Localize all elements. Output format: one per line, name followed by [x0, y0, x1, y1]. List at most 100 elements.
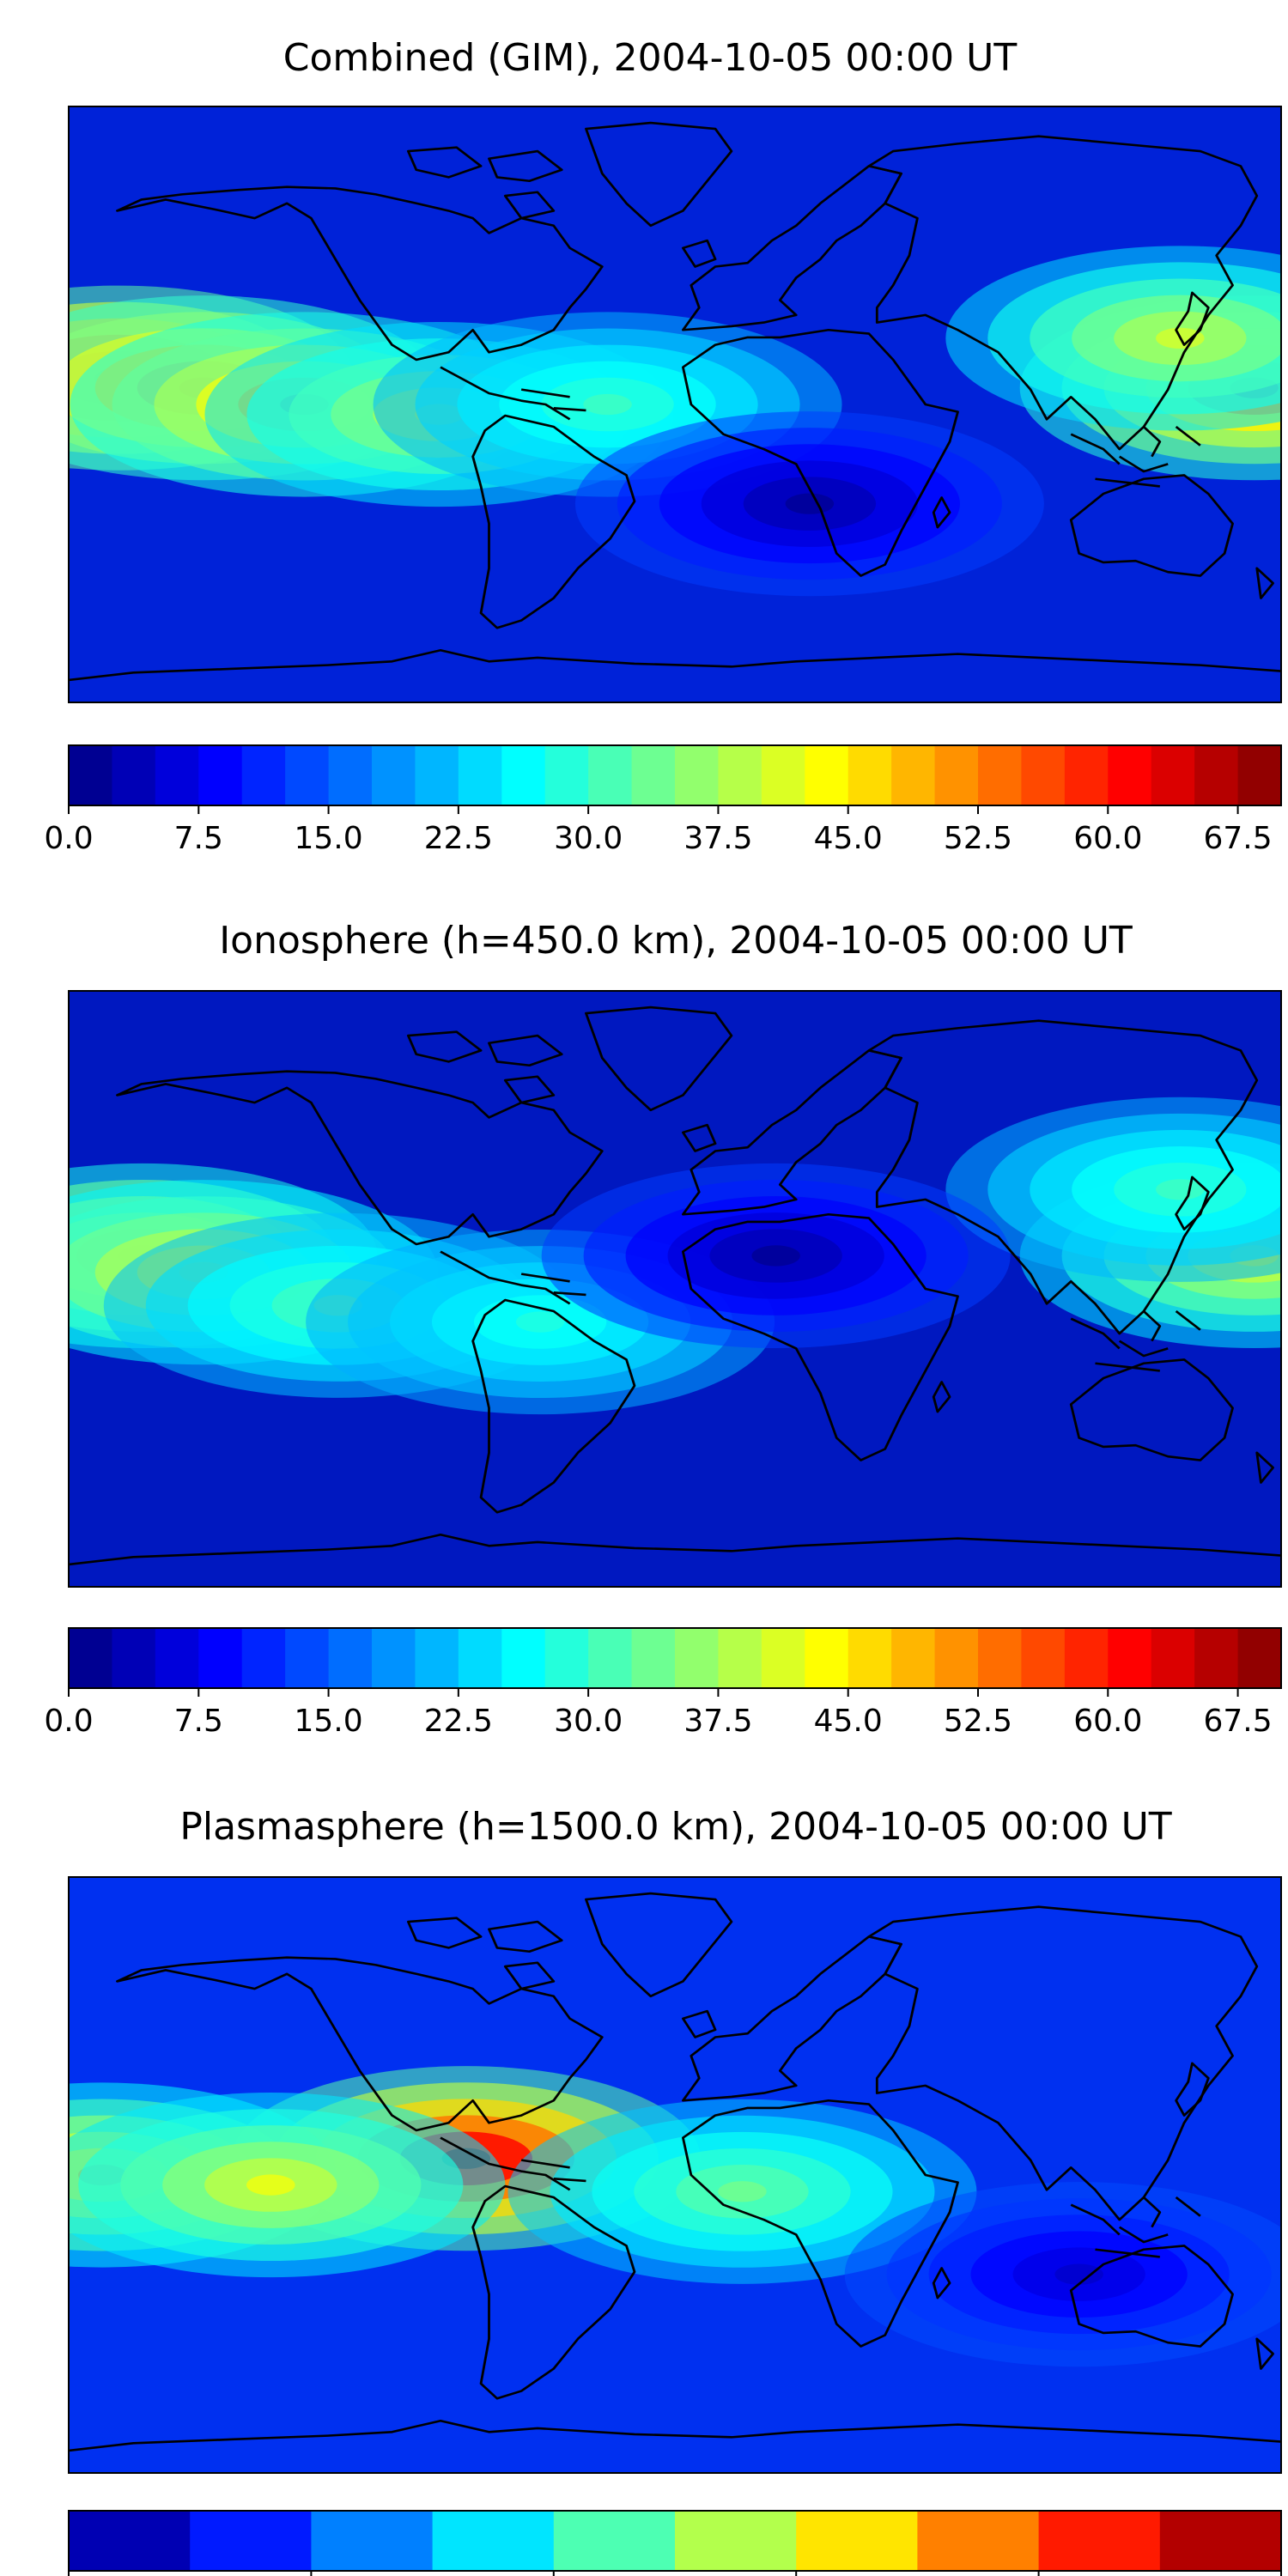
colorbar-segment: [285, 1628, 330, 1688]
colorbar-tick-label: 22.5: [424, 1704, 493, 1739]
tec-contour: [1054, 2263, 1103, 2285]
colorbar-segment: [458, 1628, 502, 1688]
colorbar-tick-label: 15.0: [294, 1704, 362, 1739]
colorbar-tick-label: 52.5: [944, 821, 1012, 856]
colorbar-tick-label: 45.0: [814, 821, 883, 856]
colorbar-segment: [198, 1628, 243, 1688]
colorbar-segment: [311, 2511, 434, 2571]
colorbar-segment: [328, 1628, 373, 1688]
colorbar-segment: [372, 745, 416, 805]
colorbar-segment: [718, 745, 762, 805]
colorbar-segment: [1194, 745, 1239, 805]
colorbar-segment: [1021, 745, 1066, 805]
colorbar-segment: [285, 745, 330, 805]
colorbar-segment: [553, 2511, 676, 2571]
colorbar-segment: [805, 1628, 849, 1688]
colorbar-tick-label: 30.0: [554, 821, 623, 856]
chart-title-plasmasphere: Plasmasphere (h=1500.0 km), 2004-10-05 0…: [179, 1805, 1171, 1849]
colorbar-segment: [1064, 745, 1109, 805]
colorbar-segment: [241, 745, 286, 805]
colorbar-segment: [675, 2511, 797, 2571]
colorbar-tick-label: 60.0: [1073, 821, 1142, 856]
colorbar-segment: [978, 745, 1023, 805]
colorbar-tick-label: 0.0: [44, 821, 93, 856]
colorbar-segment: [675, 1628, 720, 1688]
colorbar-segment: [1108, 1628, 1152, 1688]
colorbar-segment: [718, 1628, 762, 1688]
colorbar-segment: [796, 2511, 918, 2571]
colorbar-ionosphere: [68, 1627, 1282, 1689]
colorbar-tick-label: 30.0: [554, 1704, 623, 1739]
colorbar-segment: [372, 1628, 416, 1688]
colorbar-segment: [1151, 1628, 1195, 1688]
colorbar-segment: [1021, 1628, 1066, 1688]
colorbar-segment: [891, 745, 936, 805]
colorbar-segment: [69, 745, 113, 805]
colorbar-segment: [544, 1628, 589, 1688]
colorbar-segment: [69, 1628, 113, 1688]
colorbar-segment: [891, 1628, 936, 1688]
colorbar-segment: [415, 745, 459, 805]
colorbar-segment: [917, 2511, 1040, 2571]
colorbar-ticks-plasmasphere: 0510152025: [68, 2571, 1282, 2576]
colorbar-tick-label: 15.0: [294, 821, 362, 856]
map-combined: [69, 106, 1281, 702]
colorbar-tick-label: 67.5: [1203, 821, 1272, 856]
colorbar-tick-label: 52.5: [944, 1704, 1012, 1739]
colorbar-tick-label: 60.0: [1073, 1704, 1142, 1739]
colorbar-segment: [1151, 745, 1195, 805]
colorbar-segment: [190, 2511, 312, 2571]
colorbar-segment: [1064, 1628, 1109, 1688]
map-ionosphere: [69, 991, 1281, 1587]
colorbar-segment: [805, 745, 849, 805]
colorbar-segment: [415, 1628, 459, 1688]
tec-contour: [718, 2181, 767, 2202]
colorbar-segment: [761, 745, 805, 805]
tec-contour: [583, 393, 632, 416]
colorbar-segment: [458, 745, 502, 805]
colorbar-segment: [1194, 1628, 1239, 1688]
colorbar-segment: [1159, 2511, 1282, 2571]
chart-title-combined: Combined (GIM), 2004-10-05 00:00 UT: [283, 36, 1018, 80]
colorbar-tick-label: 22.5: [424, 821, 493, 856]
map-frame-plasmasphere: [68, 1876, 1282, 2474]
colorbar-segment: [588, 1628, 633, 1688]
colorbar-segment: [631, 745, 676, 805]
tec-contour: [785, 493, 835, 514]
panel-ionosphere: Ionosphere (h=450.0 km), 2004-10-05 00:0…: [44, 919, 1282, 1739]
panel-combined: Combined (GIM), 2004-10-05 00:00 UT 0.0 7…: [44, 36, 1282, 856]
colorbar-segment: [1108, 745, 1152, 805]
colorbar-segment: [69, 2511, 191, 2571]
colorbar-tick-label: 7.5: [174, 1704, 223, 1739]
colorbar-segment: [112, 1628, 156, 1688]
colorbar-tick-label: 7.5: [174, 821, 223, 856]
colorbar-segment: [978, 1628, 1023, 1688]
colorbar-segment: [112, 745, 156, 805]
colorbar-segment: [501, 1628, 546, 1688]
colorbar-segment: [1237, 745, 1282, 805]
colorbar-segment: [328, 745, 373, 805]
colorbar-tick-label: 45.0: [814, 1704, 883, 1739]
colorbar-ticks-ionosphere: 0.0 7.5 15.0 22.5 30.0 37.5 45.0 52.5 60.0 67.5: [44, 1688, 1273, 1739]
colorbar-plasmasphere: [68, 2510, 1282, 2572]
colorbar-segment: [198, 745, 243, 805]
colorbar-tick-label: 0.0: [44, 1704, 93, 1739]
colorbar-segment: [155, 745, 199, 805]
map-frame-ionosphere: [68, 990, 1282, 1588]
colorbar-segment: [155, 1628, 199, 1688]
map-frame-combined: [68, 106, 1282, 703]
tec-contour: [246, 2174, 295, 2196]
colorbar-tick-label: 37.5: [683, 1704, 752, 1739]
colorbar-segment: [848, 745, 892, 805]
colorbar-frame: [68, 1627, 1282, 1689]
colorbar-frame: [68, 744, 1282, 806]
colorbar-segment: [432, 2511, 555, 2571]
tec-contours-combined: [69, 246, 1281, 597]
colorbar-segment: [675, 745, 720, 805]
tec-contour: [751, 1245, 800, 1267]
colorbar-segment: [1237, 1628, 1282, 1688]
map-plasmasphere: [69, 1877, 1281, 2473]
colorbar-segment: [934, 745, 979, 805]
colorbar-segment: [588, 745, 633, 805]
colorbar-tick-label: 67.5: [1203, 1704, 1272, 1739]
